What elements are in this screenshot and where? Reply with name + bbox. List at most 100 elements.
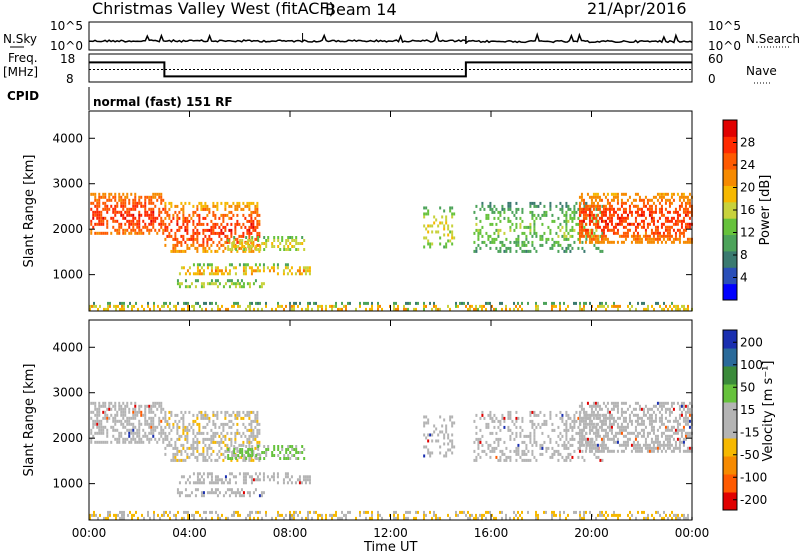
power-cell [655, 211, 657, 214]
velocity-cell [138, 438, 140, 441]
power-cell [633, 199, 635, 202]
velocity-cell [593, 423, 595, 426]
velocity-cell [106, 432, 108, 435]
velocity-cell [289, 445, 291, 448]
velocity-cell [543, 423, 545, 426]
velocity-cell [158, 423, 160, 426]
power-cell [393, 302, 395, 305]
power-cell [621, 217, 623, 220]
velocity-cell [627, 408, 629, 411]
velocity-cell [277, 454, 279, 457]
power-cell [583, 226, 585, 229]
velocity-cell [657, 429, 659, 432]
power-cell [657, 232, 659, 235]
power-cell [441, 221, 443, 224]
power-cell [611, 217, 613, 220]
power-cell [627, 229, 629, 232]
power-cell [186, 247, 188, 250]
power-cell [202, 241, 204, 244]
velocity-cell [263, 445, 265, 448]
power-cell [685, 202, 687, 205]
power-cell [257, 239, 259, 242]
velocity-cell [197, 481, 199, 484]
power-cell [138, 214, 140, 217]
velocity-cell [601, 511, 603, 514]
velocity-cell [132, 417, 134, 420]
velocity-cell [102, 432, 104, 435]
velocity-cell [265, 451, 267, 454]
power-cell [118, 229, 120, 232]
power-cell [254, 208, 256, 211]
power-cell [565, 226, 567, 229]
velocity-cell [206, 438, 208, 441]
velocity-cell [657, 438, 659, 441]
power-cell [173, 305, 175, 308]
velocity-cell [553, 453, 555, 456]
velocity-cell [679, 417, 681, 420]
velocity-cell [453, 421, 455, 424]
power-cell [252, 211, 254, 214]
velocity-cell [213, 481, 215, 484]
velocity-cell [233, 475, 235, 478]
velocity-cell [529, 432, 531, 435]
power-cell [475, 250, 477, 253]
velocity-cell [665, 411, 667, 414]
power-cell [221, 305, 223, 308]
velocity-cell [236, 447, 238, 450]
velocity-cell [659, 405, 661, 408]
power-cell [427, 239, 429, 242]
velocity-cell [667, 402, 669, 405]
velocity-cell [250, 429, 252, 432]
velocity-cell [565, 435, 567, 438]
velocity-cell [258, 432, 260, 435]
power-cell [479, 247, 481, 250]
velocity-cell [140, 411, 142, 414]
velocity-cell [258, 423, 260, 426]
velocity-cell [661, 435, 663, 438]
power-cell [203, 269, 205, 272]
velocity-cell [182, 429, 184, 432]
velocity-cell [237, 488, 239, 491]
velocity-cell [164, 417, 166, 420]
power-cell [487, 302, 489, 305]
power-cell [192, 232, 194, 235]
velocity-cell [659, 514, 661, 517]
power-cell [541, 238, 543, 241]
velocity-cell [271, 517, 273, 520]
velocity-cell [277, 448, 279, 451]
velocity-cell [635, 408, 637, 411]
velocity-cell [209, 491, 211, 494]
power-cell [661, 308, 663, 311]
velocity-cell [651, 423, 653, 426]
velocity-cell [172, 447, 174, 450]
velocity-cell [114, 417, 116, 420]
velocity-cell [499, 423, 501, 426]
power-cell [661, 196, 663, 199]
power-cell [121, 305, 123, 308]
velocity-cell [495, 517, 497, 520]
power-cell [611, 199, 613, 202]
power-cell [571, 229, 573, 232]
velocity-cell [533, 456, 535, 459]
velocity-cell [629, 438, 631, 441]
power-cell [253, 269, 255, 272]
power-cell [437, 308, 439, 311]
power-cell [258, 232, 260, 235]
power-cell [146, 214, 148, 217]
velocity-cell [621, 414, 623, 417]
power-cell [251, 236, 253, 239]
velocity-cell [569, 423, 571, 426]
power-cell [283, 248, 285, 251]
velocity-cell [203, 494, 205, 497]
velocity-cell [657, 402, 659, 405]
power-cell [98, 193, 100, 196]
power-cell [659, 238, 661, 241]
power-cell [152, 214, 154, 217]
power-cell [233, 302, 235, 305]
power-cell [166, 235, 168, 238]
velocity-cell [427, 421, 429, 424]
velocity-cell [220, 432, 222, 435]
power-cell [106, 220, 108, 223]
power-cell [95, 305, 97, 308]
power-cell [395, 302, 397, 305]
